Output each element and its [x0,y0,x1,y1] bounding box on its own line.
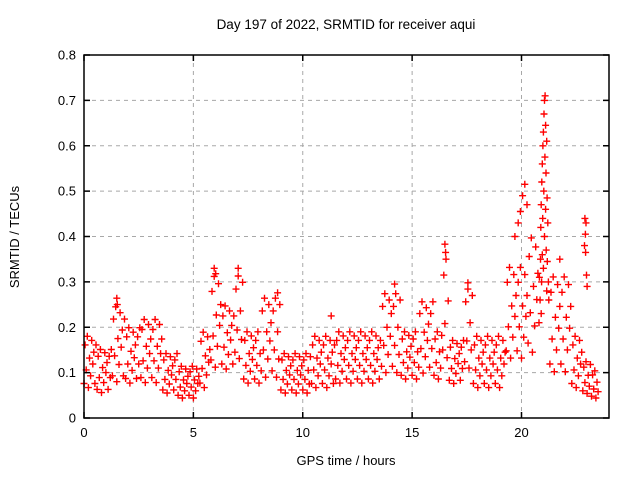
y-tick-label: 0.8 [58,48,76,63]
x-tick-label: 0 [80,425,87,440]
gridlines [84,55,609,418]
chart-title: Day 197 of 2022, SRMTID for receiver aqu… [217,17,476,32]
axis-ticks [83,54,609,419]
y-tick-label: 0 [69,411,76,426]
x-axis-label: GPS time / hours [297,453,396,468]
y-tick-label: 0.7 [58,93,76,108]
x-tick-label: 20 [514,425,528,440]
x-tick-label: 5 [190,425,197,440]
x-tick-label: 10 [296,425,310,440]
y-tick-label: 0.4 [58,229,76,244]
y-tick-label: 0.5 [58,184,76,199]
y-tick-label: 0.1 [58,365,76,380]
y-axis-label: SRMTID / TECUs [7,185,22,288]
data-points [80,92,602,402]
plot-border [83,54,610,419]
y-tick-label: 0.2 [58,320,76,335]
y-tick-label: 0.3 [58,274,76,289]
x-tick-label: 15 [405,425,419,440]
y-tick-label: 0.6 [58,138,76,153]
